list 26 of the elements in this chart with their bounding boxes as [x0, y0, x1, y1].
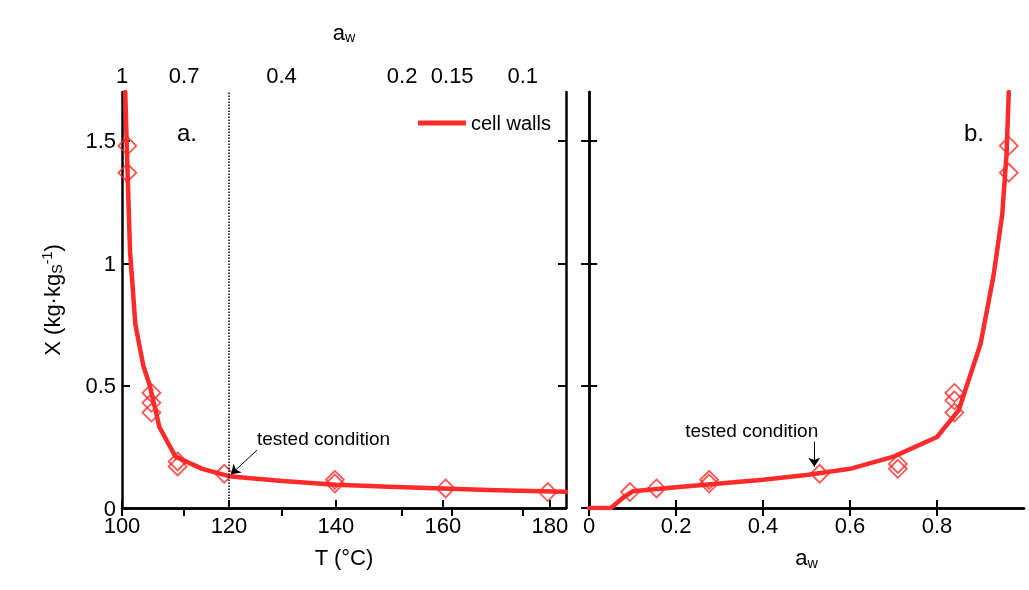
x2-tick-label: 0.4	[266, 62, 297, 88]
x-tick-label: 120	[210, 512, 248, 538]
x-axis-title: T (°C)	[314, 544, 374, 570]
legend-label: cell walls	[470, 112, 552, 134]
y-tick-label: 1.5	[85, 128, 116, 154]
y-axis-title: X (kg·kgS-1)	[39, 244, 65, 356]
x2-tick-label: 0.2	[386, 62, 418, 88]
x2-tick-label: 0.7	[168, 62, 200, 88]
x2-axis-title: aw	[332, 19, 356, 45]
annotation: a.	[177, 118, 198, 146]
y-tick-label: 1	[103, 250, 116, 276]
x-tick-label: 160	[424, 512, 462, 538]
x-tick-label: 0	[582, 512, 596, 538]
x2-tick-label: 0.15	[430, 62, 474, 88]
annotation: tested condition	[685, 419, 819, 441]
annotation: tested condition	[256, 427, 391, 449]
x-tick-label: 0.2	[660, 512, 692, 538]
x-tick-label: 0.8	[921, 512, 953, 538]
y-tick-label: 0.5	[85, 373, 116, 399]
x-tick-label: 180	[531, 512, 569, 538]
x2-tick-label: 0.1	[507, 62, 539, 88]
annotation: b.	[963, 118, 984, 146]
x-tick-label: 0.4	[747, 512, 779, 538]
x-tick-label: 0.6	[834, 512, 866, 538]
x-axis-title: aw	[795, 545, 819, 571]
x-tick-label: 140	[317, 512, 355, 538]
